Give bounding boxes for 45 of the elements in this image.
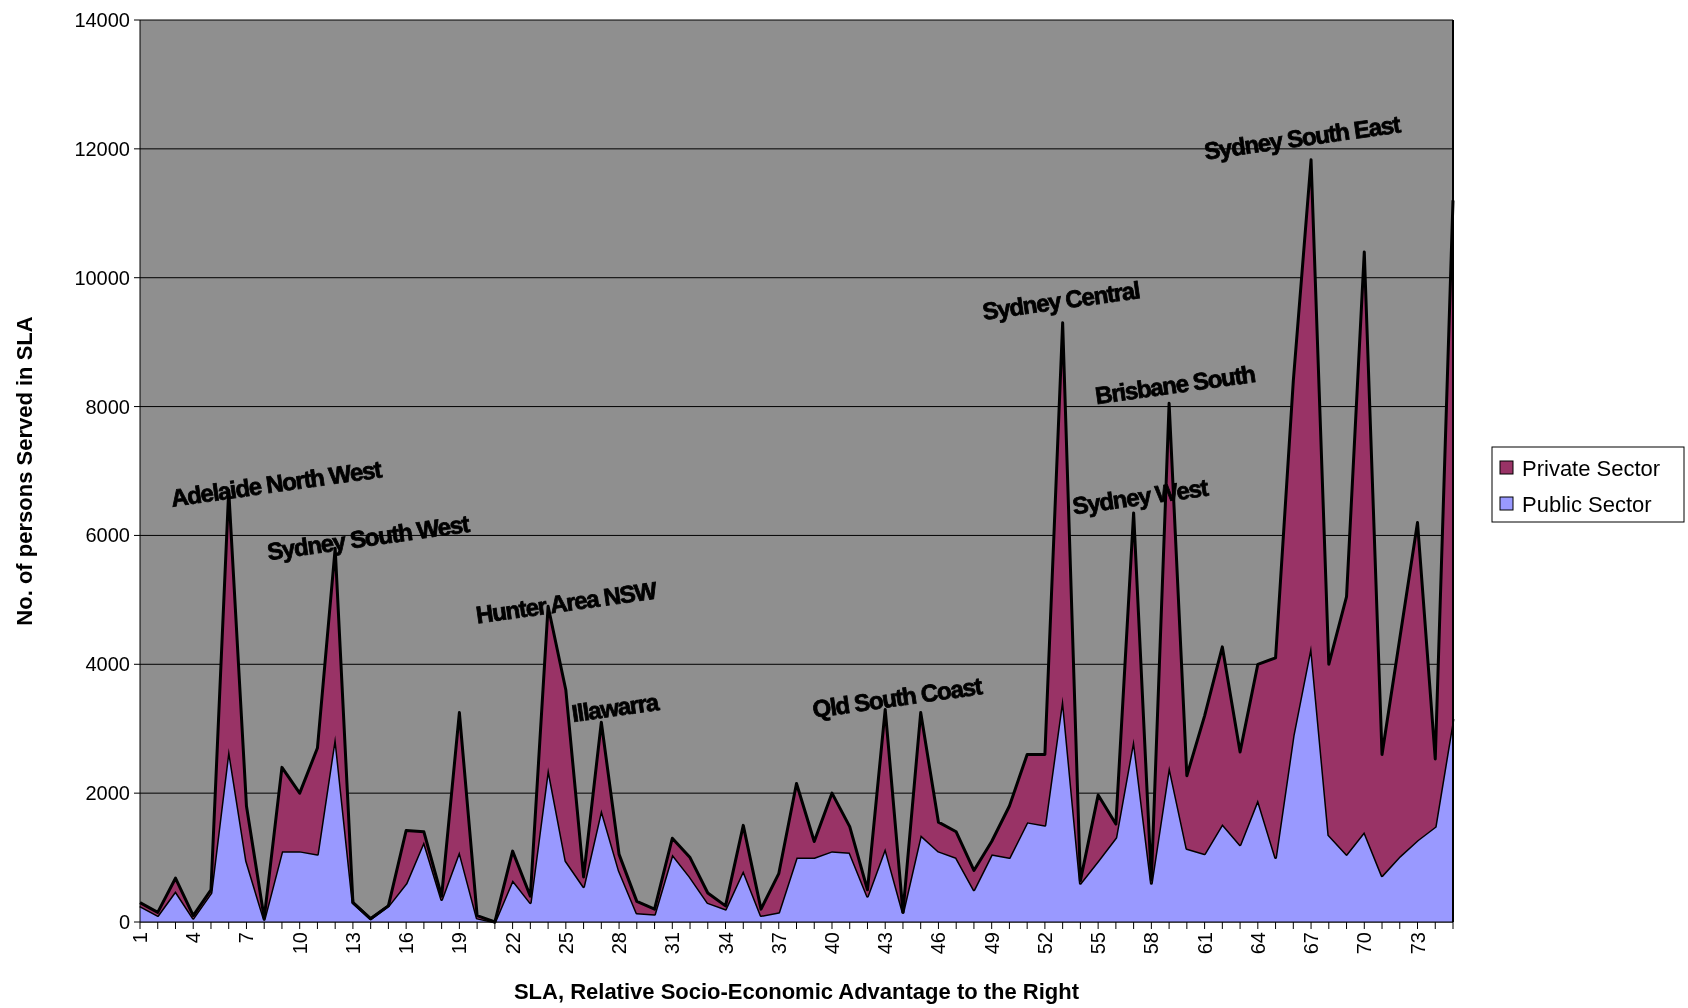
x-tick-label: 52 [1033, 932, 1056, 955]
x-tick-label: 7 [235, 932, 258, 944]
legend-label: Private Sector [1522, 455, 1661, 481]
x-tick-label: 61 [1193, 932, 1216, 955]
x-tick-label: 40 [820, 932, 843, 955]
y-tick-label: 10000 [74, 266, 130, 289]
annotation: Brisbane South [1093, 359, 1257, 410]
x-tick-label: 16 [395, 932, 418, 955]
x-tick-label: 46 [927, 932, 950, 955]
x-tick-label: 34 [714, 932, 737, 955]
y-tick-label: 4000 [85, 653, 130, 676]
annotation: Adelaide North West [169, 455, 384, 512]
y-axis-title: No. of persons Served in SLA [12, 316, 37, 626]
x-axis-title: SLA, Relative Socio-Economic Advantage to the Right [513, 979, 1080, 1004]
annotation: Hunter Area NSW [474, 576, 659, 629]
x-tick-label: 43 [874, 932, 897, 955]
x-tick-label: 64 [1246, 932, 1269, 955]
x-tick-label: 4 [182, 932, 205, 944]
y-tick-label: 6000 [85, 524, 130, 547]
x-tick-label: 31 [661, 932, 684, 955]
x-tick-label: 73 [1406, 932, 1429, 955]
y-tick-label: 8000 [85, 395, 130, 418]
x-tick-label: 49 [980, 932, 1003, 955]
x-tick-label: 10 [288, 932, 311, 955]
x-tick-label: 25 [554, 932, 577, 955]
x-tick-label: 1 [129, 932, 151, 944]
x-tick-label: 37 [767, 932, 790, 955]
annotation: Sydney Central [980, 276, 1141, 325]
annotation: Illawarra [570, 687, 662, 727]
annotation: Sydney South East [1202, 110, 1403, 165]
y-tick-label: 12000 [74, 137, 130, 160]
x-tick-label: 19 [448, 932, 471, 955]
y-tick-label: 2000 [85, 782, 130, 805]
x-tick-label: 22 [501, 932, 524, 955]
x-tick-label: 13 [341, 932, 364, 955]
y-tick-label: 14000 [74, 9, 130, 31]
x-tick-label: 67 [1300, 932, 1323, 955]
x-tick-label: 58 [1140, 932, 1163, 955]
x-tick-label: 55 [1087, 932, 1110, 955]
annotation: Sydney South West [265, 509, 472, 566]
x-tick-label: 70 [1353, 932, 1376, 955]
y-tick-label: 0 [118, 911, 130, 933]
legend-label: Public Sector [1522, 491, 1652, 517]
annotation: Qld South Coast [810, 672, 985, 723]
x-tick-label: 28 [608, 932, 631, 955]
